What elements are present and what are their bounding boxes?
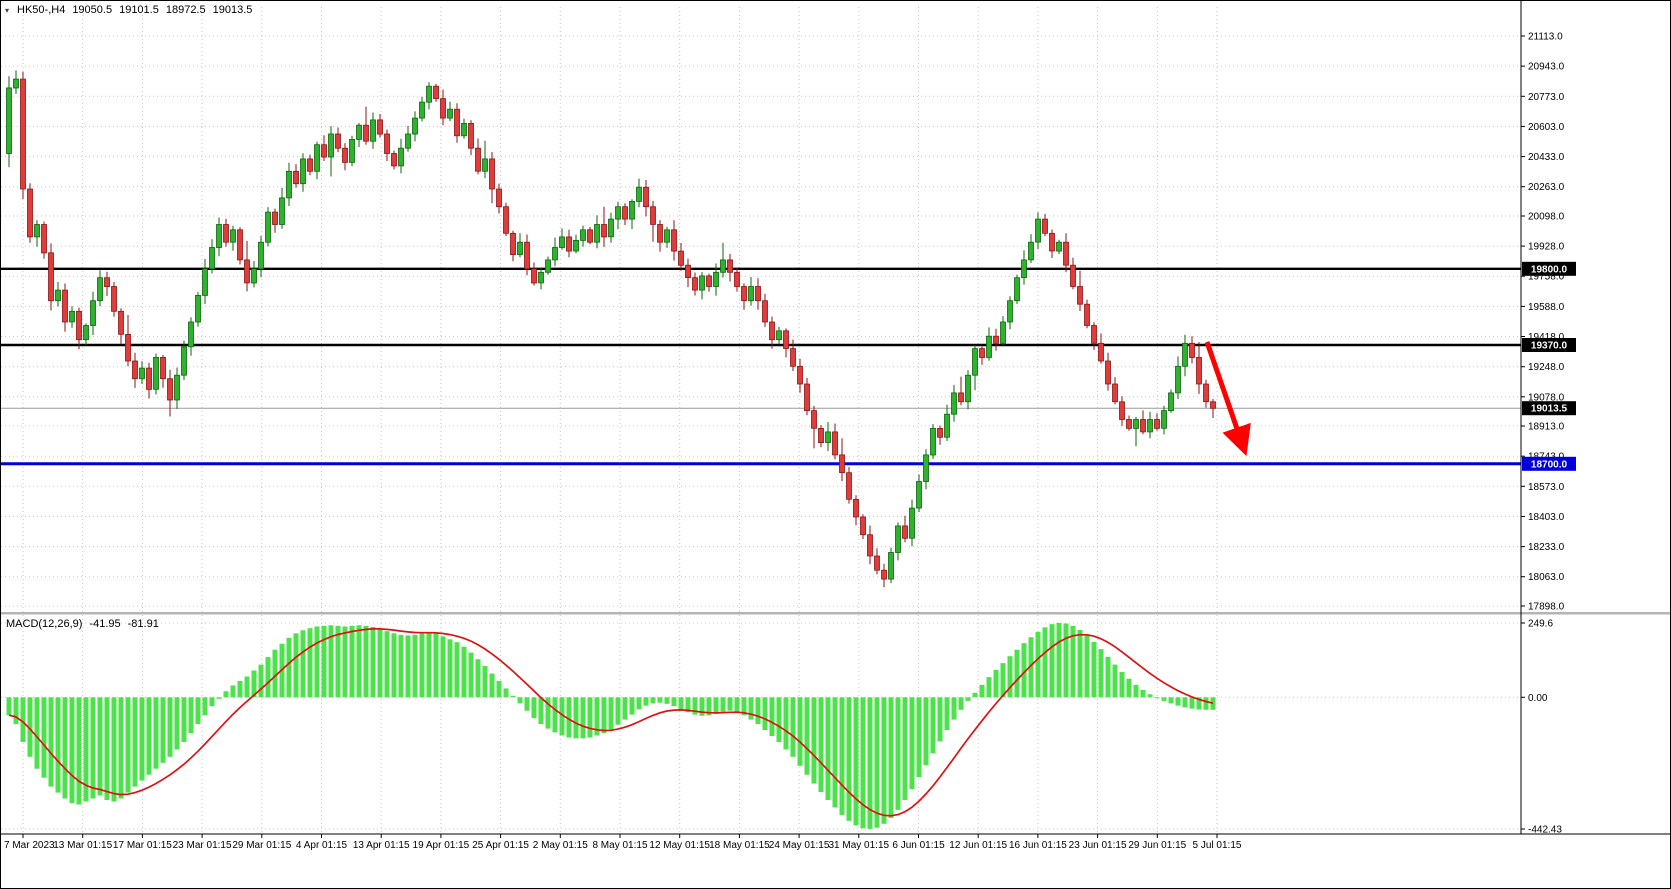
svg-text:19800.0: 19800.0 [1531,264,1568,275]
svg-text:17898.0: 17898.0 [1528,602,1565,613]
grid-layer [1,7,1521,834]
svg-text:18913.0: 18913.0 [1528,422,1565,433]
symbol-ohlc-bar: ▾ HK50-,H4 19050.5 19101.5 18972.5 19013… [5,4,252,16]
svg-text:-442.43: -442.43 [1528,825,1562,836]
svg-text:20603.0: 20603.0 [1528,122,1565,133]
svg-text:29 Jun 01:15: 29 Jun 01:15 [1128,840,1186,851]
sell-arrow[interactable] [1204,341,1251,457]
ohlc-high: 19101.5 [119,4,159,16]
svg-text:18 May 01:15: 18 May 01:15 [709,840,770,851]
svg-text:18233.0: 18233.0 [1528,542,1565,553]
panel-splitter[interactable] [1,612,1671,615]
svg-text:20773.0: 20773.0 [1528,92,1565,103]
svg-text:13 Apr 01:15: 13 Apr 01:15 [353,840,410,851]
price-badges: 19800.0 19370.0 19013.5 18700.0 [1522,261,1576,471]
svg-text:16 Jun 01:15: 16 Jun 01:15 [1009,840,1067,851]
svg-text:20433.0: 20433.0 [1528,152,1565,163]
svg-text:25 Apr 01:15: 25 Apr 01:15 [472,840,529,851]
svg-text:23 Mar 01:15: 23 Mar 01:15 [173,840,232,851]
ohlc-open: 19050.5 [72,4,113,16]
svg-text:2 May 01:15: 2 May 01:15 [533,840,588,851]
ohlc-low: 18972.5 [165,4,206,16]
svg-text:19418.0: 19418.0 [1528,332,1565,343]
svg-text:19928.0: 19928.0 [1528,242,1565,253]
svg-text:17 Mar 01:15: 17 Mar 01:15 [113,840,172,851]
svg-text:12 Jun 01:15: 12 Jun 01:15 [949,840,1007,851]
macd-indicator-label: MACD(12,26,9) -41.95 -81.91 [6,618,159,630]
svg-text:19013.5: 19013.5 [1531,404,1568,415]
svg-text:29 Mar 01:15: 29 Mar 01:15 [232,840,291,851]
svg-text:19588.0: 19588.0 [1528,302,1565,313]
price-axis-labels: 21113.0 20943.0 20773.0 20603.0 20433.0 20263… [1521,32,1565,613]
macd-value: -41.95 [89,618,121,630]
macd-axis-labels: 249.6 0.00 -442.43 [1521,619,1562,836]
svg-text:18063.0: 18063.0 [1528,572,1565,583]
svg-text:8 May 01:15: 8 May 01:15 [592,840,647,851]
svg-text:20098.0: 20098.0 [1528,212,1565,223]
macd-histogram-layer [6,622,1216,829]
svg-text:19 Apr 01:15: 19 Apr 01:15 [413,840,470,851]
macd-name: MACD(12,26,9) [6,618,83,630]
svg-text:20943.0: 20943.0 [1528,62,1565,73]
svg-text:19248.0: 19248.0 [1528,362,1565,373]
svg-text:21113.0: 21113.0 [1528,32,1563,43]
svg-text:0.00: 0.00 [1528,693,1548,704]
svg-text:19078.0: 19078.0 [1528,392,1565,403]
svg-text:6 Jun 01:15: 6 Jun 01:15 [892,840,945,851]
svg-text:7 Mar 2023: 7 Mar 2023 [4,840,55,851]
symbol-timeframe-label: HK50-,H4 [17,4,66,16]
svg-text:18403.0: 18403.0 [1528,512,1565,523]
svg-text:13 Mar 01:15: 13 Mar 01:15 [53,840,112,851]
svg-text:249.6: 249.6 [1528,619,1553,630]
chart-menu-icon[interactable]: ▾ [5,5,10,15]
svg-text:12 May 01:15: 12 May 01:15 [649,840,710,851]
svg-text:31 May 01:15: 31 May 01:15 [828,840,889,851]
svg-text:19758.0: 19758.0 [1528,272,1565,283]
candles-layer [6,70,1216,588]
svg-text:4 Apr 01:15: 4 Apr 01:15 [296,840,348,851]
svg-text:5 Jul 01:15: 5 Jul 01:15 [1193,840,1242,851]
svg-text:18700.0: 18700.0 [1531,459,1568,470]
svg-text:24 May 01:15: 24 May 01:15 [769,840,830,851]
macd-signal-value: -81.91 [127,618,159,630]
svg-text:18573.0: 18573.0 [1528,482,1565,493]
ohlc-close: 19013.5 [212,4,253,16]
macd-signal-line [8,628,1214,817]
svg-text:19370.0: 19370.0 [1531,341,1568,352]
svg-text:20263.0: 20263.0 [1528,182,1565,193]
svg-text:23 Jun 01:15: 23 Jun 01:15 [1069,840,1127,851]
